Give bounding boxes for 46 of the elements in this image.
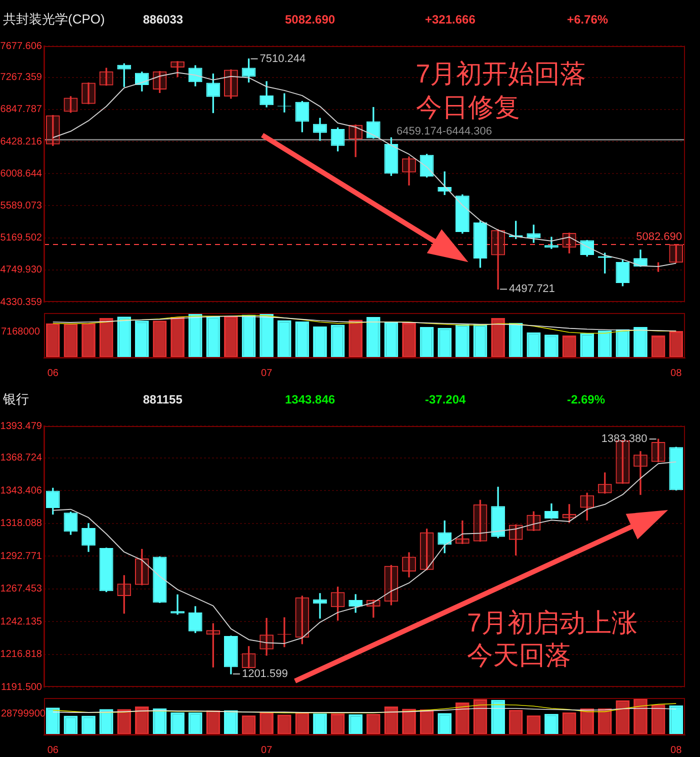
x-tick-label: 07 xyxy=(261,744,273,756)
y-tick-label: 1242.135 xyxy=(0,616,42,628)
annotation: 4497.721 xyxy=(509,283,555,296)
annotation: 28799900 xyxy=(1,708,46,720)
y-tick-label: 6428.216 xyxy=(0,136,42,148)
y-tick-label: 5169.502 xyxy=(0,232,42,244)
annotation: 7月初启动上涨 xyxy=(467,608,638,638)
x-tick-label: 06 xyxy=(47,368,59,379)
band-label: 6459.174-6444.306 xyxy=(396,126,492,138)
y-tick-label: 1191.500 xyxy=(1,682,42,693)
y-tick-label: 1368.724 xyxy=(0,452,42,464)
x-tick-label: 08 xyxy=(670,744,682,756)
text: 1343.846 xyxy=(285,392,336,406)
y-tick-label: 4749.930 xyxy=(0,264,42,276)
text: 5082.690 xyxy=(285,12,336,26)
chart-title: 共封装光学(CPO) xyxy=(3,12,105,27)
annotation: 今日修复 xyxy=(416,92,520,122)
y-tick-label: 6008.644 xyxy=(0,168,42,180)
annotation: 今天回落 xyxy=(467,640,572,670)
y-tick-label: 1318.088 xyxy=(0,518,42,530)
y-tick-label: 1393.479 xyxy=(0,420,42,432)
x-tick-label: 06 xyxy=(47,744,59,756)
annotation: 1383.380 xyxy=(601,433,648,446)
y-tick-label: 1267.453 xyxy=(0,584,42,595)
text: -2.69% xyxy=(567,392,606,406)
y-tick-label: 1216.818 xyxy=(0,649,42,660)
y-tick-label: 5589.073 xyxy=(0,200,42,212)
x-tick-label: 07 xyxy=(261,368,273,379)
y-tick-label: 6847.787 xyxy=(0,104,42,116)
text: -37.204 xyxy=(425,392,466,406)
chart-title: 银行 xyxy=(2,392,29,407)
text: +321.666 xyxy=(425,12,476,26)
text: +6.76% xyxy=(567,12,608,26)
y-tick-label: 1343.406 xyxy=(0,485,42,496)
y-tick-label: 4330.359 xyxy=(0,296,42,308)
y-tick-label: 1292.771 xyxy=(0,550,42,562)
annotation: 1201.599 xyxy=(242,668,288,680)
text: 881155 xyxy=(143,392,183,406)
y-tick-label: 7677.606 xyxy=(0,40,42,52)
ref-line-label: 5082.690 xyxy=(636,230,682,243)
annotation: 7510.244 xyxy=(260,52,306,65)
text: 886033 xyxy=(143,12,184,26)
x-tick-label: 08 xyxy=(670,368,682,379)
annotation: 7月初开始回落 xyxy=(416,58,586,89)
text: 7168000 xyxy=(1,326,40,338)
y-tick-label: 7267.359 xyxy=(0,72,42,84)
